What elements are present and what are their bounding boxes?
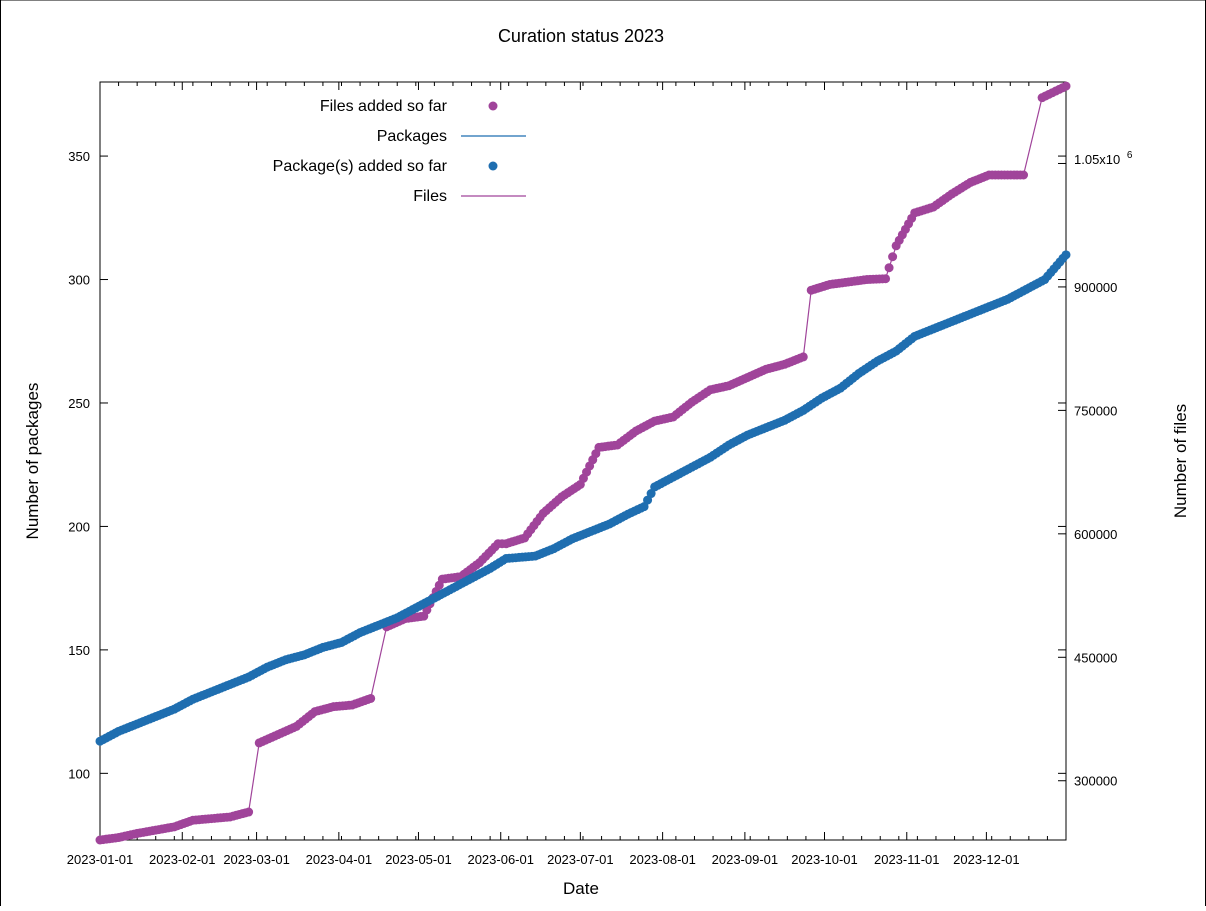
axis-ticks: [99, 82, 1067, 840]
files-points: [95, 81, 1071, 845]
y2-tick-label: 600000: [1074, 527, 1117, 542]
y2-top-tick-mantissa: 1.05x10: [1074, 152, 1120, 167]
packages-point: [639, 502, 649, 512]
x-tick-label: 2023-05-01: [385, 852, 452, 867]
legend-label-files-added: Files added so far: [320, 98, 448, 115]
x-tick-label: 2023-02-01: [149, 852, 216, 867]
legend-marker-files-added: [488, 101, 498, 111]
packages-points: [95, 250, 1071, 746]
y2-top-tick-exponent: 6: [1127, 150, 1133, 161]
x-tick-label: 2023-12-01: [953, 852, 1020, 867]
x-tick-label: 2023-07-01: [547, 852, 614, 867]
files-point: [1061, 81, 1071, 91]
x-tick-label: 2023-01-01: [67, 852, 134, 867]
y-tick-label: 200: [68, 519, 90, 534]
files-point: [366, 693, 376, 703]
files-line: [99, 85, 1067, 841]
legend-label-files: Files: [413, 188, 447, 205]
packages-point: [646, 489, 656, 499]
packages-point: [1061, 250, 1071, 260]
files-point: [884, 263, 894, 273]
y2-axis-title: Number of files: [1171, 404, 1190, 518]
y-tick-label: 150: [68, 643, 90, 658]
legend-label-packages: Packages: [377, 128, 447, 145]
files-point: [244, 807, 254, 817]
series-layer: [95, 81, 1071, 845]
y2-tick-label: 900000: [1074, 280, 1117, 295]
x-tick-label: 2023-08-01: [629, 852, 696, 867]
files-point: [1019, 170, 1029, 180]
y-tick-label: 300: [68, 273, 90, 288]
x-tick-labels: 2023-01-01 2023-02-01 2023-03-01 2023-04-01…: [67, 852, 1020, 867]
legend: Files added so far Packages Package(s) a…: [273, 98, 526, 205]
y2-tick-labels: 300000 450000 600000 750000 900000: [1074, 280, 1117, 789]
y2-tick-label: 450000: [1074, 650, 1117, 665]
files-point: [881, 274, 891, 284]
files-point: [798, 352, 808, 362]
chart-title: Curation status 2023: [498, 26, 664, 46]
files-point: [888, 252, 898, 262]
y-tick-label: 100: [68, 766, 90, 781]
x-tick-label: 2023-03-01: [223, 852, 290, 867]
y2-tick-label: 750000: [1074, 403, 1117, 418]
packages-point: [643, 495, 653, 505]
legend-marker-packages-added: [488, 161, 498, 171]
x-tick-label: 2023-04-01: [306, 852, 373, 867]
y-tick-label: 250: [68, 396, 90, 411]
x-axis-title: Date: [563, 879, 599, 898]
y2-top-tick-label: 1.05x10 6: [1074, 150, 1133, 167]
y-axis-title: Number of packages: [23, 383, 42, 540]
y-tick-labels: 100 150 200 250 300 350: [68, 149, 90, 781]
x-tick-label: 2023-06-01: [467, 852, 534, 867]
y2-tick-label: 300000: [1074, 774, 1117, 789]
plot-area: [99, 81, 1067, 841]
packages-line: [99, 254, 1067, 742]
legend-label-packages-added: Package(s) added so far: [273, 158, 448, 175]
y-tick-label: 350: [68, 149, 90, 164]
x-tick-label: 2023-09-01: [712, 852, 779, 867]
x-tick-label: 2023-10-01: [791, 852, 858, 867]
x-tick-label: 2023-11-01: [874, 852, 940, 867]
